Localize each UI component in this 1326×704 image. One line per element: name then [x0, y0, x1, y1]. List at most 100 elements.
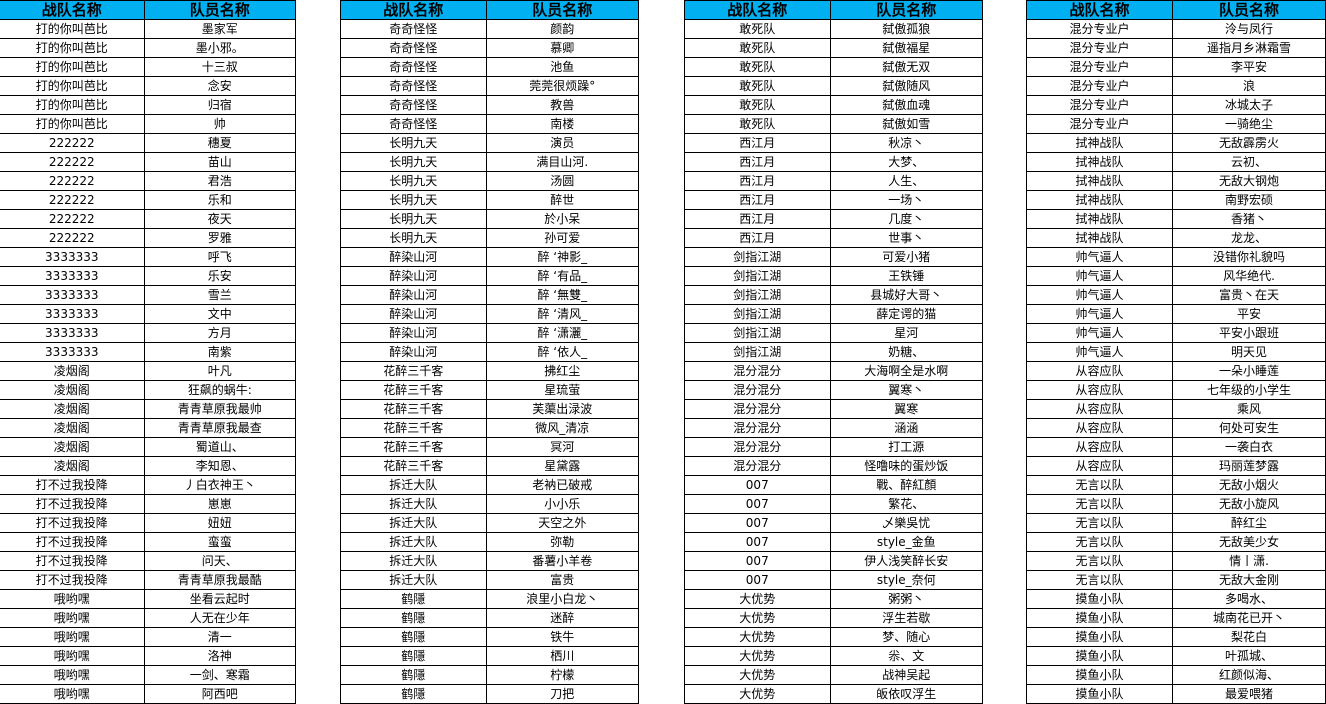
member-name-cell[interactable]: 阿西吧 — [143, 684, 297, 704]
team-name-cell[interactable]: 醉染山河 — [340, 285, 487, 305]
member-name-cell[interactable]: 泠与凤行 — [1172, 19, 1326, 39]
team-name-cell[interactable]: 帅气逼人 — [1026, 304, 1173, 324]
team-name-cell[interactable]: 打不过我投降 — [0, 570, 145, 590]
member-name-cell[interactable]: 青青草原我最帅 — [143, 399, 297, 419]
team-name-cell[interactable]: 凌烟阁 — [0, 380, 145, 400]
team-name-cell[interactable]: 帅气逼人 — [1026, 285, 1173, 305]
member-name-cell[interactable]: 红颜似海、 — [1172, 665, 1326, 685]
team-name-cell[interactable]: 3333333 — [0, 266, 145, 286]
team-name-cell[interactable]: 西江月 — [684, 228, 831, 248]
team-name-cell[interactable]: 无言以队 — [1026, 513, 1173, 533]
member-name-cell[interactable]: 叶孤城、 — [1172, 646, 1326, 666]
member-name-cell[interactable]: 香猪丶 — [1172, 209, 1326, 229]
team-name-cell[interactable]: 大优势 — [684, 589, 831, 609]
member-name-cell[interactable]: style_金鱼 — [829, 532, 984, 552]
team-name-cell[interactable]: 敢死队 — [684, 76, 831, 96]
team-name-cell[interactable]: 花醉三千客 — [340, 380, 487, 400]
member-name-cell[interactable]: 孙可爱 — [485, 228, 640, 248]
team-name-cell[interactable]: 长明九天 — [340, 171, 487, 191]
member-name-cell[interactable]: 芙蕖出渌波 — [485, 399, 640, 419]
team-name-cell[interactable]: 鹤隱 — [340, 646, 487, 666]
member-name-cell[interactable]: 帅 — [143, 114, 297, 134]
team-name-cell[interactable]: 拆迁大队 — [340, 551, 487, 571]
team-name-cell[interactable]: 拆迁大队 — [340, 513, 487, 533]
team-name-cell[interactable]: 混分混分 — [684, 399, 831, 419]
team-name-cell[interactable]: 混分专业户 — [1026, 57, 1173, 77]
member-name-cell[interactable]: 弑傲血魂 — [829, 95, 984, 115]
member-name-cell[interactable]: 栖川 — [485, 646, 640, 666]
team-name-cell[interactable]: 西江月 — [684, 133, 831, 153]
team-name-cell[interactable]: 醉染山河 — [340, 304, 487, 324]
member-name-cell[interactable]: 醉 ‘無雙_ — [485, 285, 640, 305]
member-name-cell[interactable]: 战神吴起 — [829, 665, 984, 685]
member-name-cell[interactable]: 十三叔 — [143, 57, 297, 77]
member-name-cell[interactable]: 坐看云起时 — [143, 589, 297, 609]
member-name-cell[interactable]: 梦、随心 — [829, 627, 984, 647]
member-name-cell[interactable]: 满目山河. — [485, 152, 640, 172]
member-name-cell[interactable]: 老衲已破戒 — [485, 475, 640, 495]
team-name-cell[interactable]: 混分混分 — [684, 418, 831, 438]
member-name-cell[interactable]: 王铁锤 — [829, 266, 984, 286]
member-name-cell[interactable]: 无敌小烟火 — [1172, 475, 1326, 495]
member-name-cell[interactable]: 蜀道山、 — [143, 437, 297, 457]
team-name-cell[interactable]: 敢死队 — [684, 19, 831, 39]
member-name-cell[interactable]: 一袭白衣 — [1172, 437, 1326, 457]
team-name-cell[interactable]: 222222 — [0, 152, 145, 172]
member-name-cell[interactable]: 李平安 — [1172, 57, 1326, 77]
member-name-cell[interactable]: 文中 — [143, 304, 297, 324]
team-name-cell[interactable]: 拭神战队 — [1026, 133, 1173, 153]
team-name-cell[interactable]: 从容应队 — [1026, 399, 1173, 419]
member-name-cell[interactable]: 皈依叹浮生 — [829, 684, 984, 704]
member-name-cell[interactable]: 颜韵 — [485, 19, 640, 39]
team-name-cell[interactable]: 混分混分 — [684, 380, 831, 400]
team-name-cell[interactable]: 长明九天 — [340, 152, 487, 172]
member-name-cell[interactable]: 无敌大金刚 — [1172, 570, 1326, 590]
member-name-cell[interactable]: 墨家军 — [143, 19, 297, 39]
member-name-cell[interactable]: 伊人浅笑醉长安 — [829, 551, 984, 571]
team-name-cell[interactable]: 007 — [684, 494, 831, 514]
team-name-cell[interactable]: 打的你叫芭比 — [0, 57, 145, 77]
team-name-cell[interactable]: 3333333 — [0, 247, 145, 267]
member-name-cell[interactable]: 莞莞很烦躁° — [485, 76, 640, 96]
team-name-cell[interactable]: 从容应队 — [1026, 380, 1173, 400]
team-name-cell[interactable]: 长明九天 — [340, 190, 487, 210]
team-name-cell[interactable]: 西江月 — [684, 209, 831, 229]
member-name-cell[interactable]: 富贵丶在天 — [1172, 285, 1326, 305]
member-name-cell[interactable]: 人无在少年 — [143, 608, 297, 628]
team-name-cell[interactable]: 帅气逼人 — [1026, 247, 1173, 267]
team-name-cell[interactable]: 打的你叫芭比 — [0, 19, 145, 39]
team-name-cell[interactable]: 摸鱼小队 — [1026, 646, 1173, 666]
member-name-cell[interactable]: 於小呆 — [485, 209, 640, 229]
team-name-cell[interactable]: 花醉三千客 — [340, 399, 487, 419]
member-name-cell[interactable]: 七年级的小学生 — [1172, 380, 1326, 400]
team-name-cell[interactable]: 打的你叫芭比 — [0, 114, 145, 134]
team-name-cell[interactable]: 打不过我投降 — [0, 513, 145, 533]
member-name-cell[interactable]: 大梦、 — [829, 152, 984, 172]
team-name-cell[interactable]: 从容应队 — [1026, 361, 1173, 381]
member-name-cell[interactable]: 醉 ‘清风_ — [485, 304, 640, 324]
team-name-cell[interactable]: 敢死队 — [684, 38, 831, 58]
member-name-cell[interactable]: 可爱小猪 — [829, 247, 984, 267]
member-name-cell[interactable]: 何处可安生 — [1172, 418, 1326, 438]
member-name-cell[interactable]: 汤圆 — [485, 171, 640, 191]
team-name-cell[interactable]: 拭神战队 — [1026, 228, 1173, 248]
member-name-cell[interactable]: 秋凉丶 — [829, 133, 984, 153]
member-name-cell[interactable]: 没错你礼貌吗 — [1172, 247, 1326, 267]
member-name-cell[interactable]: 奶糖、 — [829, 342, 984, 362]
member-name-cell[interactable]: 醉世 — [485, 190, 640, 210]
member-name-cell[interactable]: 翼寒 — [829, 399, 984, 419]
team-name-cell[interactable]: 拭神战队 — [1026, 209, 1173, 229]
member-name-cell[interactable]: 弑傲福星 — [829, 38, 984, 58]
member-name-cell[interactable]: 醉 ‘神影_ — [485, 247, 640, 267]
team-name-cell[interactable]: 西江月 — [684, 190, 831, 210]
team-name-cell[interactable]: 帅气逼人 — [1026, 266, 1173, 286]
member-name-cell[interactable]: 微风_清凉 — [485, 418, 640, 438]
member-name-cell[interactable]: 教兽 — [485, 95, 640, 115]
team-name-cell[interactable]: 大优势 — [684, 627, 831, 647]
member-name-cell[interactable]: 拂红尘 — [485, 361, 640, 381]
member-name-cell[interactable]: 世事丶 — [829, 228, 984, 248]
member-name-cell[interactable]: 慕卿 — [485, 38, 640, 58]
member-name-cell[interactable]: 丿白衣神王丶 — [143, 475, 297, 495]
team-name-cell[interactable]: 无言以队 — [1026, 475, 1173, 495]
team-name-cell[interactable]: 长明九天 — [340, 209, 487, 229]
